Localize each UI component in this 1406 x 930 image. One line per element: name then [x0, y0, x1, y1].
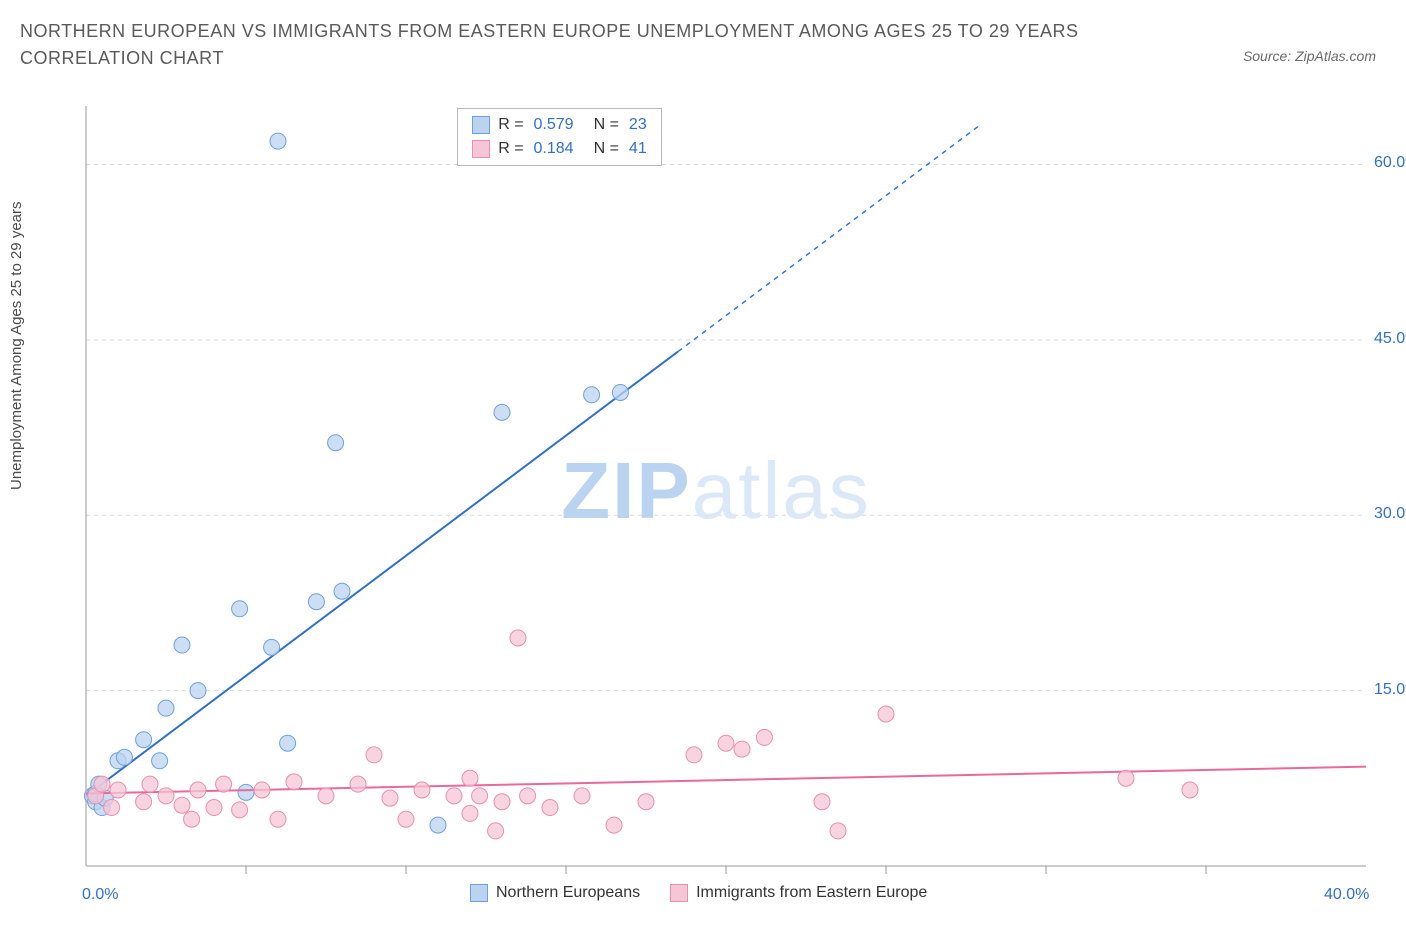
r-label: R = [498, 113, 523, 137]
y-tick-label: 15.0% [1374, 681, 1406, 699]
legend-label: Northern Europeans [496, 884, 640, 902]
legend-label: Immigrants from Eastern Europe [696, 884, 927, 902]
y-tick-label: 30.0% [1374, 505, 1406, 523]
chart-container: ZIPatlas R =0.579N =23R =0.184N =41 Nort… [56, 106, 1376, 876]
legend-swatch [472, 140, 490, 158]
y-tick-label: 60.0% [1374, 154, 1406, 172]
r-value: 0.184 [534, 137, 574, 161]
y-axis-label: Unemployment Among Ages 25 to 29 years [8, 201, 25, 490]
legend-swatch [670, 884, 688, 902]
r-label: R = [498, 137, 523, 161]
legend-swatch [470, 884, 488, 902]
legend-item: Northern Europeans [470, 884, 640, 902]
r-value: 0.579 [534, 113, 574, 137]
x-tick-label: 40.0% [1324, 886, 1369, 904]
scatter-plot [56, 106, 1376, 926]
legend-item: Immigrants from Eastern Europe [670, 884, 927, 902]
n-label: N = [594, 113, 619, 137]
n-value: 41 [629, 137, 647, 161]
x-tick-label: 0.0% [82, 886, 118, 904]
source-attribution: Source: ZipAtlas.com [1243, 48, 1376, 64]
n-value: 23 [629, 113, 647, 137]
legend-swatch [472, 116, 490, 134]
chart-title: NORTHERN EUROPEAN VS IMMIGRANTS FROM EAS… [20, 18, 1120, 72]
y-tick-label: 45.0% [1374, 330, 1406, 348]
n-label: N = [594, 137, 619, 161]
correlation-legend: R = 0.579 N = 23 R = 0.184 N = 41 [457, 108, 662, 166]
legend-stat-row: R = 0.184 N = 41 [472, 137, 647, 161]
legend-stat-row: R = 0.579 N = 23 [472, 113, 647, 137]
series-legend: Northern Europeans Immigrants from Easter… [470, 884, 927, 902]
